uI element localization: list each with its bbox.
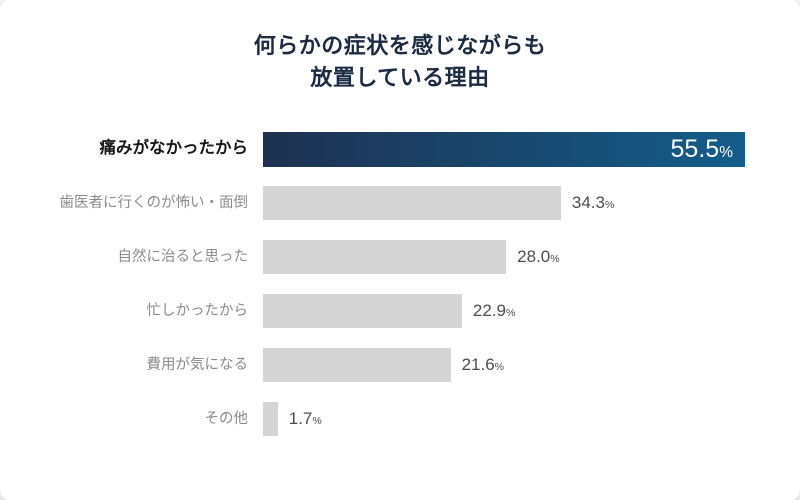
bar-track: 22.9% [263,294,745,329]
category-label: その他 [204,410,249,427]
value-number: 21.6 [461,355,495,375]
value-label: 34.3% [572,193,614,213]
category-label: 自然に治ると思った [117,248,249,265]
bar-highlighted: 55.5% [263,131,745,167]
category-label: 痛みがなかったから [99,139,249,158]
value-number: 22.9 [472,301,506,321]
chart-row: 痛みがなかったから 55.5% [0,131,800,167]
chart-row: 忙しかったから 22.9% [0,294,800,329]
percent-sign: % [719,143,733,161]
value-number: 28.0 [517,247,551,267]
bar [263,348,451,383]
value-label: 22.9% [473,301,515,321]
chart-title-line2: 放置している理由 [310,64,490,90]
category-label: 忙しかったから [146,302,249,319]
category-label: 歯医者に行くのが怖い・面倒 [59,194,249,211]
percent-sign: % [505,307,516,320]
percent-sign: % [604,199,615,212]
bar-track: 21.6% [263,348,745,383]
bar-track: 55.5% [263,131,745,167]
chart-title-line1: 何らかの症状を感じながらも [253,33,547,58]
percent-sign: % [550,253,560,266]
bar [263,402,278,437]
value-label: 21.6% [462,355,504,375]
value-number: 55.5 [670,134,720,163]
percent-sign: % [494,361,505,374]
value-label: 55.5% [671,135,733,164]
chart-title: 何らかの症状を感じながらも 放置している理由 [0,0,800,94]
bar-track: 28.0% [263,240,745,275]
bar [263,240,507,275]
chart-row: 自然に治ると思った 28.0% [0,240,800,275]
bar [263,294,462,329]
percent-sign: % [312,415,322,428]
chart-row: 費用が気になる 21.6% [0,348,800,383]
bar-chart: 痛みがなかったから 55.5% 歯医者に行くのが怖い・面倒 34.3% 自然に治ると思っ… [0,131,800,437]
value-number: 34.3 [571,193,605,213]
value-label: 1.7% [289,409,322,429]
chart-row: 歯医者に行くのが怖い・面倒 34.3% [0,186,800,221]
bar-track: 1.7% [263,402,745,437]
chart-row: その他 1.7% [0,402,800,437]
value-number: 1.7 [288,409,313,429]
category-label: 費用が気になる [146,356,249,373]
bar [263,186,561,221]
value-label: 28.0% [517,247,559,267]
bar-track: 34.3% [263,186,745,221]
